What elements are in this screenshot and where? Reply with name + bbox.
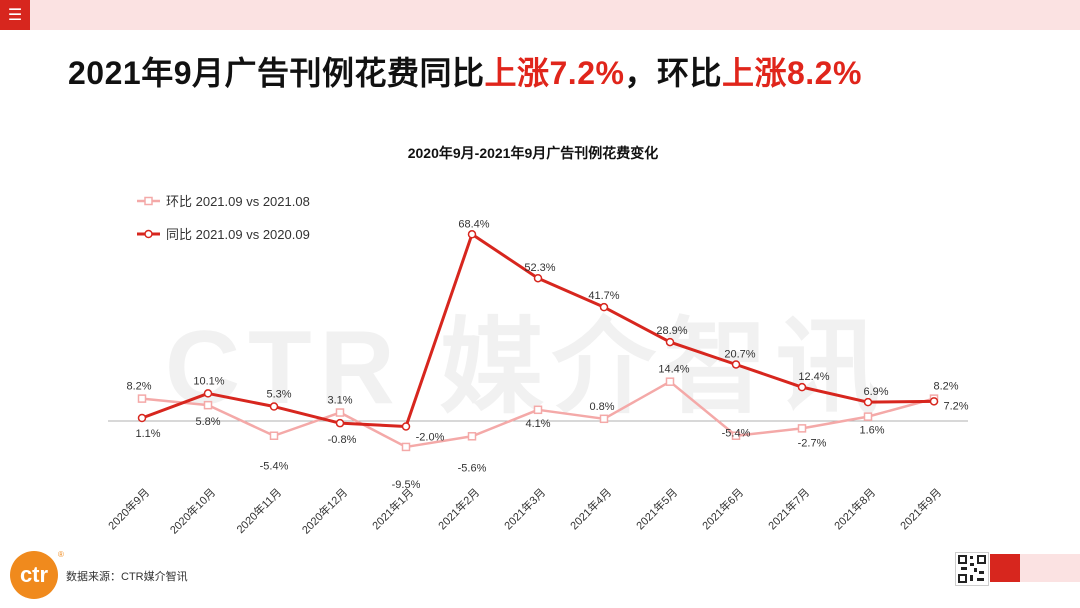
data-label: -5.4%: [722, 428, 751, 440]
legend-swatch-marker: [144, 229, 153, 239]
legend-swatch-marker: [144, 196, 153, 206]
data-label: -9.5%: [392, 479, 421, 491]
x-tick-label: 2021年3月: [501, 485, 548, 532]
data-point: [335, 408, 345, 417]
data-point: [203, 389, 213, 398]
qr-code: [955, 552, 989, 586]
data-point: [665, 377, 675, 386]
footer-accent-red: [990, 554, 1020, 582]
qr-code-icon: [958, 555, 986, 583]
data-point: [863, 397, 873, 407]
x-tick-label: 2021年6月: [699, 485, 746, 532]
data-point: [797, 382, 807, 392]
x-tick-label: 2021年4月: [567, 485, 614, 532]
x-axis-labels: 2020年9月 2020年10月 2020年11月 2020年12月 2021年1月 20…: [105, 485, 944, 536]
data-point: [929, 397, 939, 406]
data-label: 5.8%: [195, 416, 220, 428]
data-label: 7.2%: [943, 400, 968, 412]
data-point: [137, 413, 147, 423]
data-label: 8.2%: [933, 381, 958, 393]
x-tick-label: 2021年8月: [831, 485, 878, 532]
x-tick-label: 2020年12月: [299, 485, 350, 536]
data-label: -0.8%: [328, 434, 357, 446]
data-point: [467, 230, 477, 239]
data-label: 6.9%: [863, 386, 888, 398]
data-label: 41.7%: [588, 290, 619, 302]
top-bar: [0, 0, 1080, 30]
data-source: 数据来源：CTR媒介智讯: [66, 571, 188, 583]
x-tick-label: 2020年9月: [105, 485, 152, 532]
data-label: -5.4%: [260, 461, 289, 473]
data-label: 12.4%: [798, 371, 829, 383]
series-yoy: 1.1% 10.1% 5.3% -0.8% -2.0% 68.4% 52.3% 41.7% 28…: [135, 218, 968, 446]
data-label: -2.7%: [798, 437, 827, 449]
menu-icon: ☰: [7, 7, 23, 24]
data-point: [335, 418, 345, 428]
data-label: 8.2%: [126, 381, 151, 393]
data-point: [533, 273, 543, 283]
x-tick-label: 2021年5月: [633, 485, 680, 532]
legend: 环比 2021.09 vs 2021.08 同比 2021.09 vs 2020.…: [137, 194, 310, 242]
registered-mark: ®: [58, 550, 64, 559]
headline-highlight-yoy: 上涨7.2%: [484, 55, 625, 91]
data-label: 20.7%: [724, 348, 755, 360]
data-label: 5.3%: [266, 389, 291, 401]
data-point: [665, 337, 675, 347]
data-point: [797, 424, 807, 433]
data-point: [599, 414, 609, 424]
ctr-logo: ctr: [10, 551, 58, 599]
data-point: [533, 405, 543, 415]
x-tick-label: 2020年11月: [233, 485, 284, 536]
legend-label: 环比 2021.09 vs 2021.08: [166, 194, 310, 209]
data-label: -2.0%: [416, 431, 445, 443]
x-tick-label: 2021年1月: [369, 485, 416, 532]
headline-part2: ，环比: [624, 55, 722, 91]
menu-button[interactable]: ☰: [0, 0, 30, 30]
x-tick-label: 2021年9月: [897, 485, 944, 532]
x-tick-label: 2021年7月: [765, 485, 812, 532]
chart-title: 2020年9月-2021年9月广告刊例花费变化: [408, 145, 659, 161]
data-label: 0.8%: [589, 401, 614, 413]
data-point: [401, 422, 411, 431]
data-point: [863, 412, 873, 421]
watermark: CTR 媒介智讯: [165, 310, 888, 426]
data-point: [731, 360, 741, 369]
series-layer: 8.2% 5.8% -5.4% 3.1% -9.5% -5.6% 4.1% 0.8% 14.4%…: [126, 218, 968, 491]
series-mom: 8.2% 5.8% -5.4% 3.1% -9.5% -5.6% 4.1% 0.8% 14.4%…: [126, 364, 958, 491]
data-point: [269, 431, 279, 440]
data-label: 3.1%: [327, 395, 352, 407]
headline-highlight-mom: 上涨8.2%: [721, 55, 862, 91]
data-label: 28.9%: [656, 325, 687, 337]
data-label: 52.3%: [524, 262, 555, 274]
footer-accent-pink: [1020, 554, 1080, 582]
logo-text: ctr: [19, 562, 49, 587]
headline: 2021年9月广告刊例花费同比上涨7.2%，环比上涨8.2%: [68, 48, 862, 94]
data-label: 68.4%: [458, 218, 489, 230]
data-point: [401, 442, 411, 452]
data-label: -5.6%: [458, 462, 487, 474]
data-label: 4.1%: [525, 418, 550, 430]
data-label: 1.1%: [135, 428, 160, 440]
legend-label: 同比 2021.09 vs 2020.09: [166, 227, 310, 242]
data-point: [467, 432, 477, 441]
data-point: [731, 431, 741, 440]
data-label: 10.1%: [193, 375, 224, 387]
headline-part1: 2021年9月广告刊例花费同比: [68, 55, 485, 91]
data-point: [137, 394, 147, 403]
data-label: 1.6%: [859, 425, 884, 437]
x-tick-label: 2020年10月: [167, 485, 218, 536]
x-tick-label: 2021年2月: [435, 485, 482, 532]
data-point: [203, 400, 213, 410]
data-point: [269, 402, 279, 411]
data-label: 14.4%: [658, 364, 689, 376]
data-point: [599, 302, 609, 312]
